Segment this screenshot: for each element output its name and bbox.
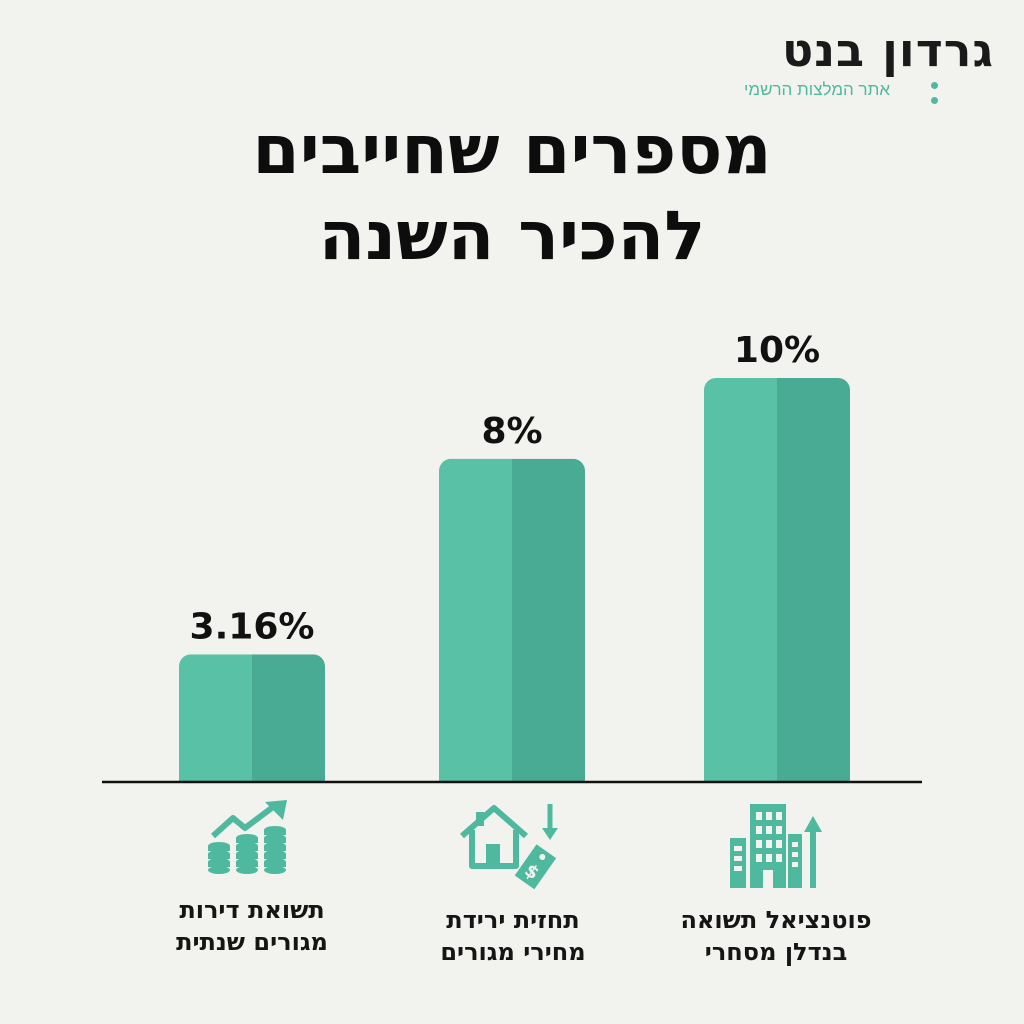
category-label-line-2: בנדלן מסחרי bbox=[704, 938, 848, 966]
category-price-forecast: $ תחזית ירידת מחירי מגורים bbox=[393, 800, 633, 968]
brand-tagline: אתר המלצות הרשמי bbox=[743, 80, 890, 99]
bar-value-label: 10% bbox=[734, 330, 820, 371]
category-label-line-1: תשואת דירות bbox=[179, 896, 325, 924]
category-retail-yield: תשואת דירות מגורים שנתית bbox=[132, 800, 372, 958]
category-commercial-yield: פוטנציאל תשואה בנדלן מסחרי bbox=[656, 800, 896, 968]
category-label-line-1: תחזית ירידת bbox=[446, 906, 580, 934]
house-price-down-icon: $ bbox=[460, 804, 558, 890]
brand-logo: גרדון בנט אתר המלצות הרשמי bbox=[743, 22, 994, 104]
category-label: פוטנציאל תשואה בנדלן מסחרי bbox=[656, 904, 896, 968]
title-line-2: להכיר השנה bbox=[318, 197, 706, 276]
bar-chart: 3.16% 8% 10% bbox=[102, 330, 922, 784]
category-label: תחזית ירידת מחירי מגורים bbox=[393, 904, 633, 968]
category-label-line-2: מגורים שנתית bbox=[176, 928, 328, 956]
bar-value-label: 3.16% bbox=[190, 606, 315, 647]
bar-face-dark bbox=[252, 654, 325, 782]
coins-growth-icon bbox=[208, 800, 287, 874]
bar-3 bbox=[704, 378, 850, 782]
category-label: תשואת דירות מגורים שנתית bbox=[132, 894, 372, 958]
bar-value-label: 8% bbox=[481, 411, 542, 452]
bar-face-light bbox=[439, 458, 512, 782]
page-title: מספרים שחייבים להכיר השנה bbox=[0, 108, 1024, 280]
bar-face-light bbox=[179, 654, 252, 782]
category-label-line-2: מחירי מגורים bbox=[440, 938, 586, 966]
title-line-1: מספרים שחייבים bbox=[252, 111, 772, 190]
bar-2 bbox=[439, 458, 585, 782]
category-label-line-1: פוטנציאל תשואה bbox=[680, 906, 872, 934]
logo-dots-icon bbox=[930, 82, 938, 112]
office-building-up-icon bbox=[730, 804, 822, 888]
brand-name: גרדון בנט bbox=[781, 23, 994, 77]
bar-1 bbox=[179, 654, 325, 782]
bar-face-dark bbox=[512, 458, 585, 782]
bar-face-dark bbox=[777, 378, 850, 782]
bar-face-light bbox=[704, 378, 777, 782]
